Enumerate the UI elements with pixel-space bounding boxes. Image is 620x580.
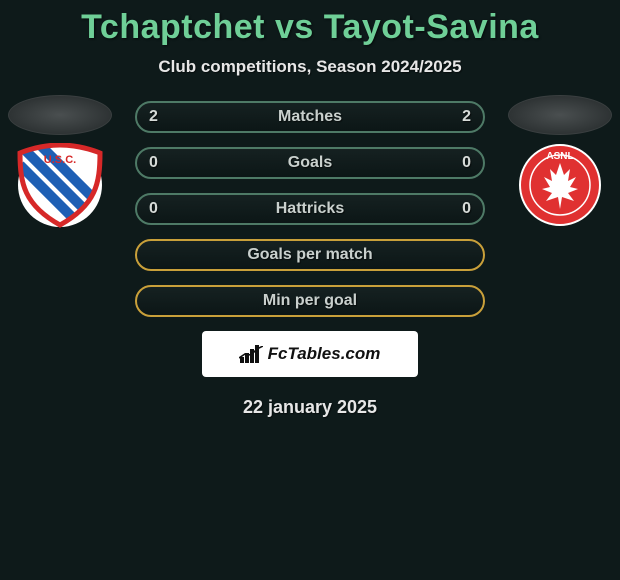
branding-text: FcTables.com [268,344,381,364]
page-title: Tchaptchet vs Tayot-Savina [0,0,620,47]
bar-chart-icon [240,345,262,363]
player-silhouette-left [8,95,112,135]
stat-row: 2 Matches 2 [135,101,485,133]
stat-value-right: 2 [462,108,471,126]
club-badge-left: U.S.C. [10,143,110,228]
stat-label: Matches [278,108,342,126]
stat-label: Hattricks [276,200,344,218]
right-badge-text: ASNL [546,151,573,162]
subtitle: Club competitions, Season 2024/2025 [0,57,620,77]
stat-row: 0 Goals 0 [135,147,485,179]
player-silhouette-right [508,95,612,135]
stat-row: 0 Hattricks 0 [135,193,485,225]
stat-value-left: 0 [149,154,158,172]
stat-label: Goals [288,154,332,172]
stat-row: Min per goal [135,285,485,317]
right-player-col: ASNL [500,95,620,228]
stat-label: Goals per match [247,246,372,264]
left-badge-initials: U.S.C. [44,154,76,166]
stat-value-left: 2 [149,108,158,126]
comparison-stage: U.S.C. ASNL 2 Matches 2 0 Goals 0 0 Hattricks 0 G… [0,95,620,317]
club-badge-right: ASNL [510,143,610,228]
date-text: 22 january 2025 [0,397,620,418]
left-player-col: U.S.C. [0,95,120,228]
stat-label: Min per goal [263,292,357,310]
stat-row: Goals per match [135,239,485,271]
stat-value-left: 0 [149,200,158,218]
stats-rows: 2 Matches 2 0 Goals 0 0 Hattricks 0 Goals per mat… [135,95,485,317]
stat-value-right: 0 [462,200,471,218]
stat-value-right: 0 [462,154,471,172]
branding-badge: FcTables.com [202,331,418,377]
